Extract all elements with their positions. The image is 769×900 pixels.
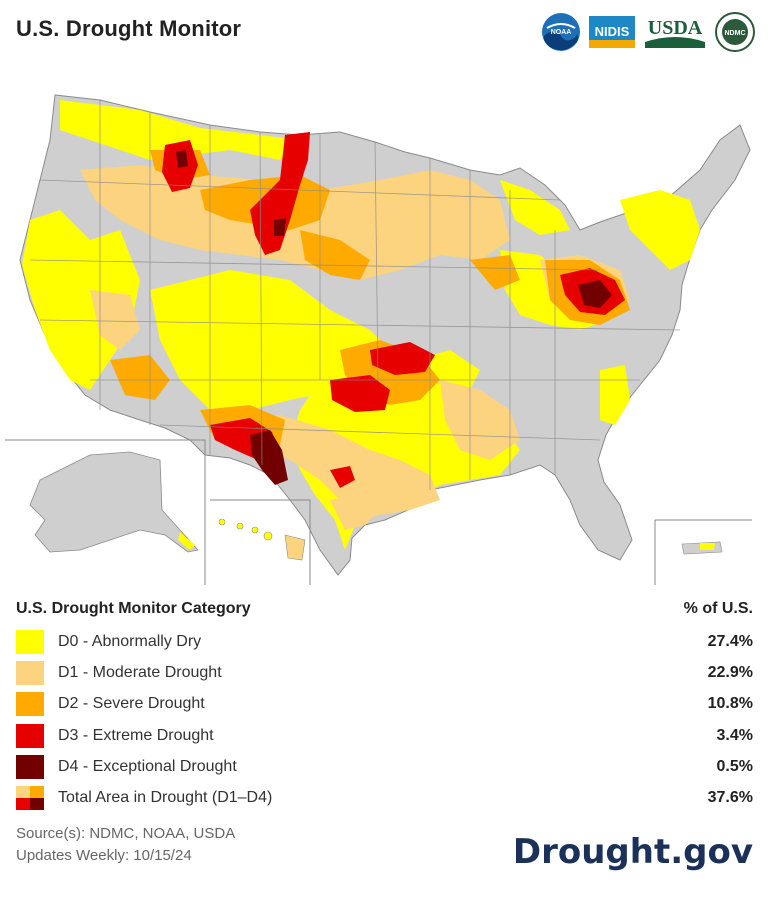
- sources-text: Source(s): NDMC, NOAA, USDA: [16, 825, 236, 842]
- legend-row-total: Total Area in Drought (D1–D4) 37.6%: [16, 782, 753, 813]
- inset-frames: [5, 439, 752, 585]
- legend-pct-d2: 10.8%: [707, 695, 753, 713]
- legend-row-d1: D1 - Moderate Drought 22.9%: [16, 657, 753, 688]
- legend-label-d4: D4 - Exceptional Drought: [58, 757, 237, 775]
- nidis-logo: NIDIS: [589, 12, 635, 52]
- total-swatch: [16, 786, 44, 811]
- legend-pct-d4: 0.5%: [716, 757, 753, 775]
- legend-label-d0: D0 - Abnormally Dry: [58, 632, 202, 650]
- state-borders: [29, 100, 681, 490]
- d4-regions: [176, 150, 612, 485]
- nidis-logo-text: NIDIS: [595, 24, 630, 39]
- legend-pct-total: 37.6%: [707, 789, 753, 807]
- drought-gov-link[interactable]: Drought.gov: [512, 832, 753, 872]
- d4-swatch: [16, 754, 44, 779]
- legend-row-d2: D2 - Severe Drought 10.8%: [16, 689, 753, 720]
- drought-map: [5, 94, 752, 585]
- legend: U.S. Drought Monitor Category % of U.S. …: [16, 600, 753, 814]
- noaa-logo-text: NOAA: [551, 29, 572, 36]
- legend-pct-heading: % of U.S.: [683, 600, 753, 617]
- page-title: U.S. Drought Monitor: [16, 16, 242, 41]
- legend-pct-d1: 22.9%: [707, 663, 753, 681]
- legend-label-d1: D1 - Moderate Drought: [58, 663, 222, 681]
- usda-logo: USDA: [643, 12, 707, 52]
- partner-logos: NOAA NIDIS USDA NDMC: [541, 12, 755, 52]
- footer: Source(s): NDMC, NOAA, USDA Updates Week…: [16, 823, 235, 867]
- legend-label-d2: D2 - Severe Drought: [58, 695, 205, 713]
- legend-label-total: Total Area in Drought (D1–D4): [58, 789, 273, 807]
- ndmc-logo: NDMC: [715, 12, 755, 52]
- legend-label-d3: D3 - Extreme Drought: [58, 726, 214, 744]
- d0-swatch: [16, 629, 44, 654]
- legend-heading: U.S. Drought Monitor Category: [16, 600, 251, 617]
- hawaii-inset: [218, 518, 306, 561]
- legend-row-d4: D4 - Exceptional Drought 0.5%: [16, 751, 753, 782]
- alaska-d0: [178, 532, 195, 550]
- legend-row-d3: D3 - Extreme Drought 3.4%: [16, 720, 753, 751]
- legend-pct-d0: 27.4%: [707, 632, 753, 650]
- legend-row-d0: D0 - Abnormally Dry 27.4%: [16, 626, 753, 657]
- usda-logo-text: USDA: [648, 17, 703, 39]
- d1-swatch: [16, 660, 44, 685]
- legend-header: U.S. Drought Monitor Category % of U.S.: [16, 600, 753, 618]
- updates-text: Updates Weekly: 10/15/24: [16, 847, 192, 864]
- alaska-inset: [29, 451, 199, 553]
- d3-swatch: [16, 723, 44, 748]
- ndmc-logo-text: NDMC: [725, 30, 746, 37]
- noaa-logo: NOAA: [541, 12, 581, 52]
- legend-pct-d3: 3.4%: [716, 726, 753, 744]
- d2-swatch: [16, 692, 44, 717]
